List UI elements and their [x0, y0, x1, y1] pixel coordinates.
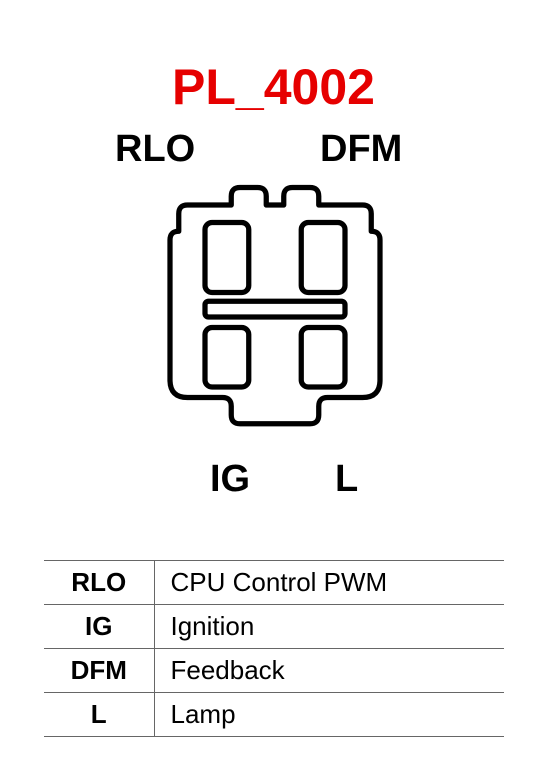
- legend-row: IGIgnition: [44, 605, 504, 649]
- legend-abbr: RLO: [44, 561, 154, 605]
- legend-table: RLOCPU Control PWMIGIgnitionDFMFeedbackL…: [44, 560, 504, 737]
- legend-row: LLamp: [44, 693, 504, 737]
- legend-desc: Feedback: [154, 649, 504, 693]
- legend-desc: CPU Control PWM: [154, 561, 504, 605]
- legend-abbr: DFM: [44, 649, 154, 693]
- connector-diagram: RLO DFM IG L: [0, 118, 547, 518]
- pin-label-top-left: RLO: [115, 128, 195, 171]
- pin-label-bottom-left: IG: [210, 458, 250, 501]
- legend-desc: Lamp: [154, 693, 504, 737]
- pin-label-bottom-right: L: [335, 458, 358, 501]
- connector-svg: [135, 170, 415, 450]
- legend-abbr: L: [44, 693, 154, 737]
- legend-row: RLOCPU Control PWM: [44, 561, 504, 605]
- legend-desc: Ignition: [154, 605, 504, 649]
- legend-row: DFMFeedback: [44, 649, 504, 693]
- pin-label-top-right: DFM: [320, 128, 402, 171]
- part-number-title: PL_4002: [0, 58, 547, 116]
- legend-abbr: IG: [44, 605, 154, 649]
